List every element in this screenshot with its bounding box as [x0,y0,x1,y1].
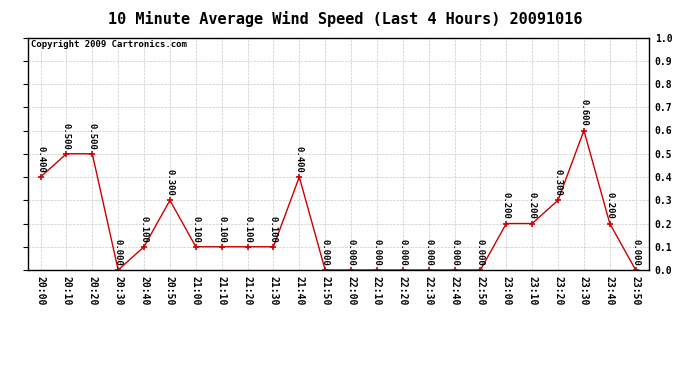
Text: 0.100: 0.100 [243,216,252,243]
Text: 0.000: 0.000 [398,239,407,266]
Text: 0.600: 0.600 [580,99,589,126]
Text: 0.000: 0.000 [450,239,459,266]
Text: 10 Minute Average Wind Speed (Last 4 Hours) 20091016: 10 Minute Average Wind Speed (Last 4 Hou… [108,11,582,27]
Text: 0.000: 0.000 [476,239,485,266]
Text: 0.500: 0.500 [88,123,97,150]
Text: 0.100: 0.100 [269,216,278,243]
Text: 0.000: 0.000 [114,239,123,266]
Text: 0.000: 0.000 [373,239,382,266]
Text: 0.000: 0.000 [631,239,640,266]
Text: 0.000: 0.000 [346,239,355,266]
Text: 0.000: 0.000 [321,239,330,266]
Text: 0.100: 0.100 [191,216,200,243]
Text: 0.200: 0.200 [502,192,511,219]
Text: 0.000: 0.000 [424,239,433,266]
Text: Copyright 2009 Cartronics.com: Copyright 2009 Cartronics.com [31,40,186,49]
Text: 0.100: 0.100 [139,216,148,243]
Text: 0.200: 0.200 [528,192,537,219]
Text: 0.400: 0.400 [36,146,45,173]
Text: 0.200: 0.200 [605,192,614,219]
Text: 0.500: 0.500 [62,123,71,150]
Text: 0.400: 0.400 [295,146,304,173]
Text: 0.300: 0.300 [553,169,562,196]
Text: 0.100: 0.100 [217,216,226,243]
Text: 0.300: 0.300 [166,169,175,196]
